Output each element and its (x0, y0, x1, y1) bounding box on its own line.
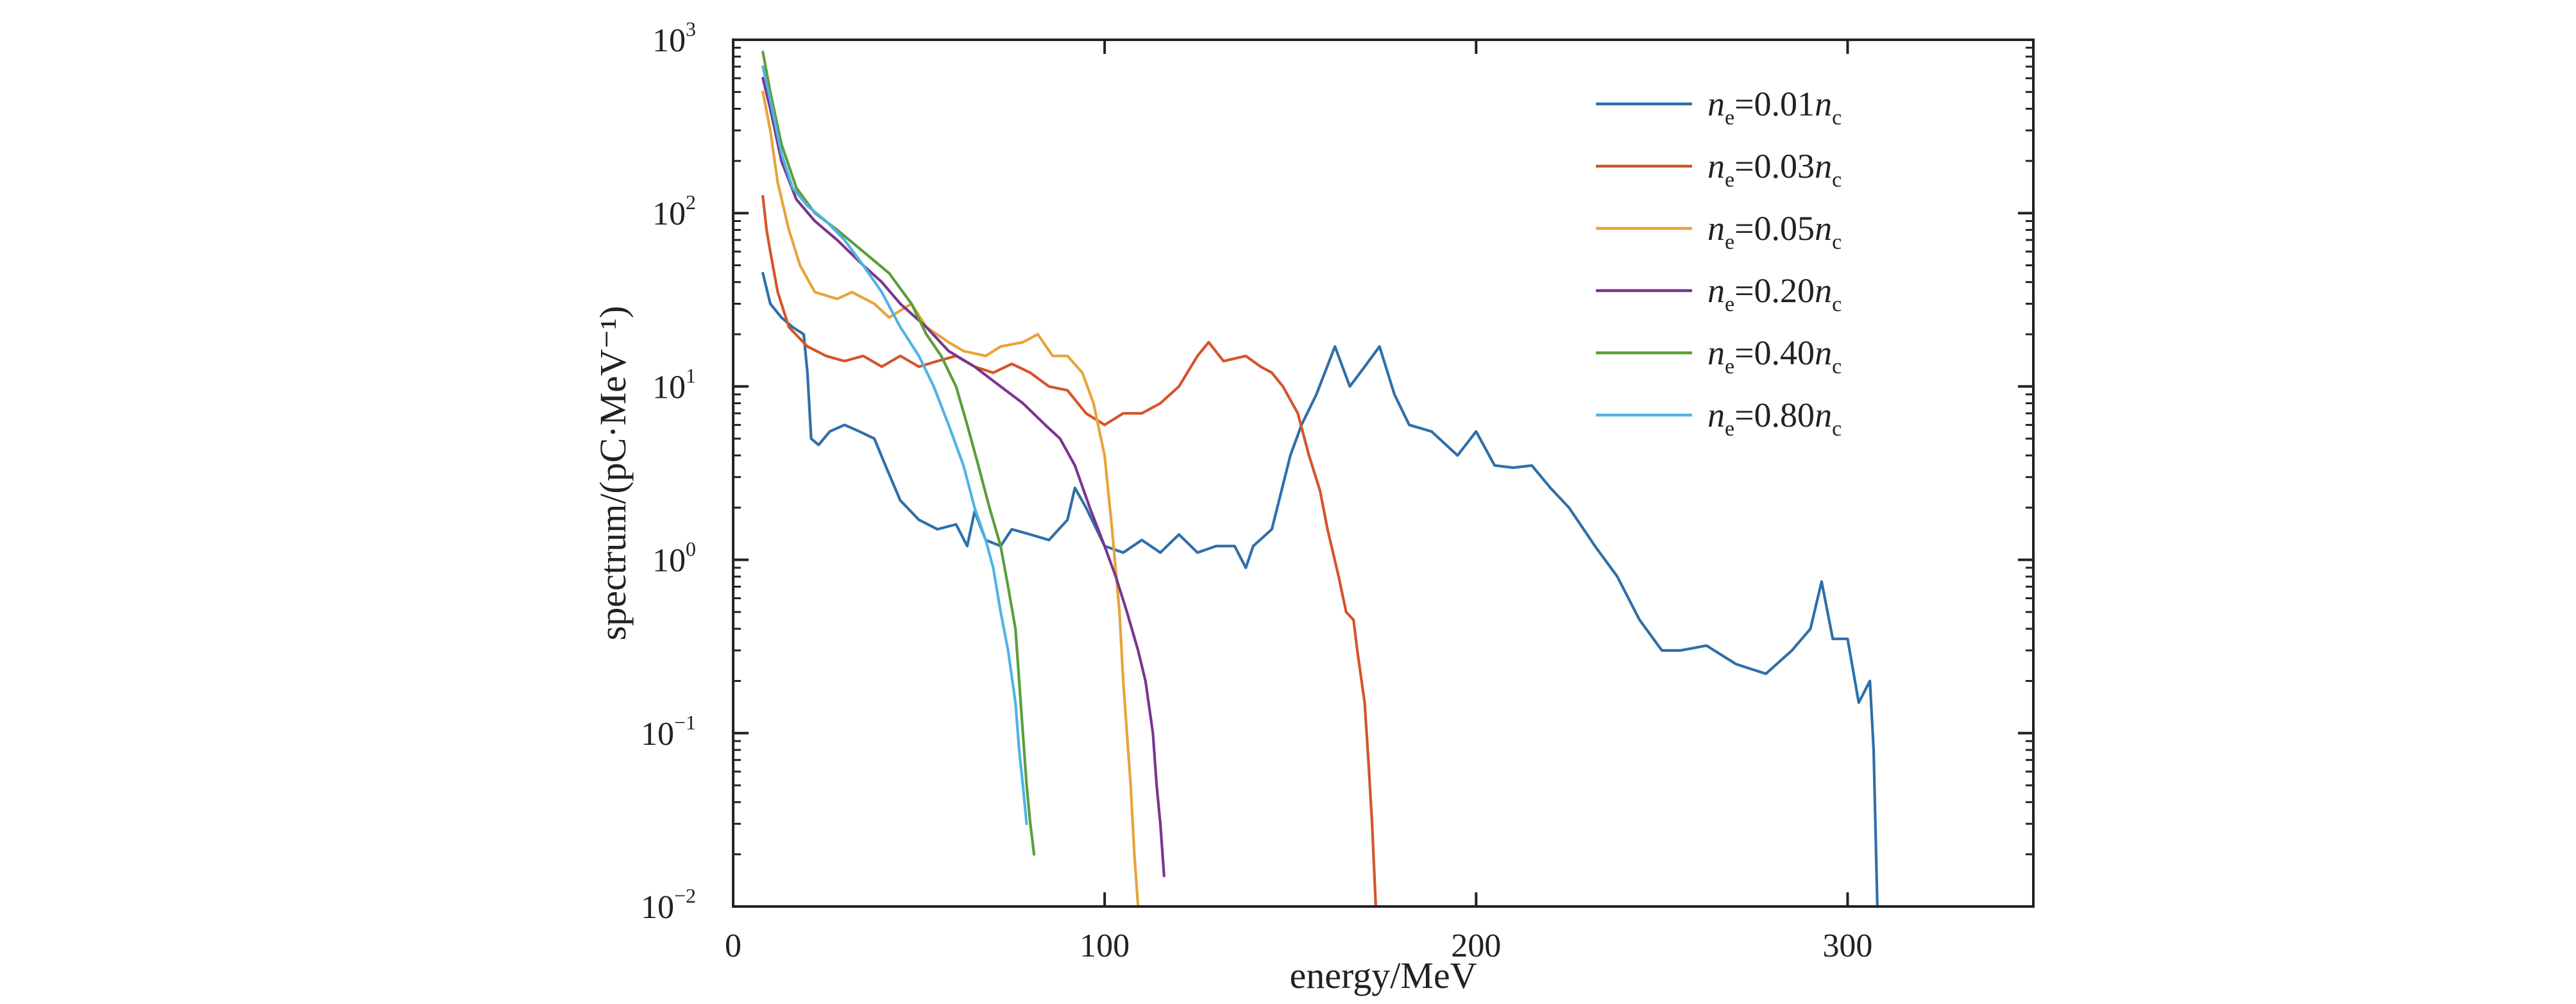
series-line-ne=0.80nc (761, 65, 1028, 826)
series-line-ne=0.20nc (761, 76, 1165, 878)
y-tick-label: 103 (652, 17, 696, 59)
x-axis-title: energy/MeV (1289, 955, 1477, 996)
y-tick-label: 102 (652, 191, 696, 232)
legend-label-part: c (1832, 168, 1842, 192)
series-line-ne=0.01nc (761, 271, 1879, 908)
legend-label-part: =0.80 (1734, 396, 1815, 434)
legend-label-part: n (1815, 147, 1832, 185)
legend-label: ne=0.40nc (1707, 334, 1842, 379)
y-axis-title: spectrum/(pC·MeV⁻¹) (592, 306, 634, 641)
y-tick-exponent: 1 (686, 364, 696, 387)
legend-label-part: c (1832, 106, 1842, 130)
y-tick-exponent: 2 (686, 191, 696, 214)
legend-label-part: c (1832, 293, 1842, 316)
legend-label-part: n (1707, 396, 1725, 434)
y-tick-base: 10 (652, 196, 686, 232)
legend-label-part: n (1815, 271, 1832, 310)
series-line-ne=0.40nc (761, 51, 1036, 856)
legend-label-part: e (1725, 417, 1734, 441)
legend-label-part: n (1815, 396, 1832, 434)
y-tick-base: 10 (652, 543, 686, 579)
y-tick-label: 101 (652, 364, 696, 405)
plot-frame (732, 38, 2035, 908)
y-tick-base: 10 (652, 369, 686, 405)
y-tick-exponent: 0 (686, 538, 696, 561)
legend-label: ne=0.20nc (1707, 271, 1842, 316)
x-tick-label: 300 (1822, 928, 1872, 964)
legend-label: ne=0.05nc (1707, 209, 1842, 254)
y-tick-base: 10 (641, 889, 674, 926)
legend-label-part: =0.05 (1734, 209, 1815, 248)
x-tick-label: 0 (725, 928, 741, 964)
legend-label-part: n (1815, 334, 1832, 372)
series-line-ne=0.05nc (761, 90, 1140, 908)
legend-label-part: n (1707, 147, 1725, 185)
series-line-ne=0.03nc (761, 194, 1377, 908)
y-tick-base: 10 (652, 22, 686, 59)
x-tick-label: 200 (1451, 928, 1501, 964)
legend: ne=0.01ncne=0.03ncne=0.05ncne=0.20ncne=0… (1596, 85, 1842, 441)
legend-label-part: e (1725, 293, 1734, 316)
y-tick-exponent: 3 (686, 17, 696, 40)
legend-label-part: e (1725, 230, 1734, 254)
legend-label-part: e (1725, 106, 1734, 130)
legend-label-part: n (1707, 85, 1725, 123)
legend-label-part: e (1725, 355, 1734, 379)
legend-label: ne=0.80nc (1707, 396, 1842, 441)
legend-label: ne=0.01nc (1707, 85, 1842, 130)
legend-label-part: n (1815, 85, 1832, 123)
y-tick-exponent: −2 (674, 884, 696, 907)
y-tick-base: 10 (641, 716, 674, 753)
y-tick-label: 10−1 (641, 711, 696, 753)
y-tick-label: 100 (652, 538, 696, 579)
legend-label-part: n (1815, 209, 1832, 248)
legend-label-part: c (1832, 355, 1842, 379)
legend-label-part: e (1725, 168, 1734, 192)
y-tick-label: 10−2 (641, 884, 696, 926)
legend-label: ne=0.03nc (1707, 147, 1842, 192)
legend-label-part: c (1832, 230, 1842, 254)
legend-label-part: =0.20 (1734, 271, 1815, 310)
series-layer (761, 51, 1879, 908)
legend-label-part: =0.03 (1734, 147, 1815, 185)
legend-label-part: =0.01 (1734, 85, 1815, 123)
x-tick-label: 100 (1080, 928, 1130, 964)
legend-label-part: n (1707, 271, 1725, 310)
legend-label-part: =0.40 (1734, 334, 1815, 372)
legend-label-part: c (1832, 417, 1842, 441)
legend-label-part: n (1707, 209, 1725, 248)
legend-label-part: n (1707, 334, 1725, 372)
y-tick-exponent: −1 (674, 711, 696, 734)
